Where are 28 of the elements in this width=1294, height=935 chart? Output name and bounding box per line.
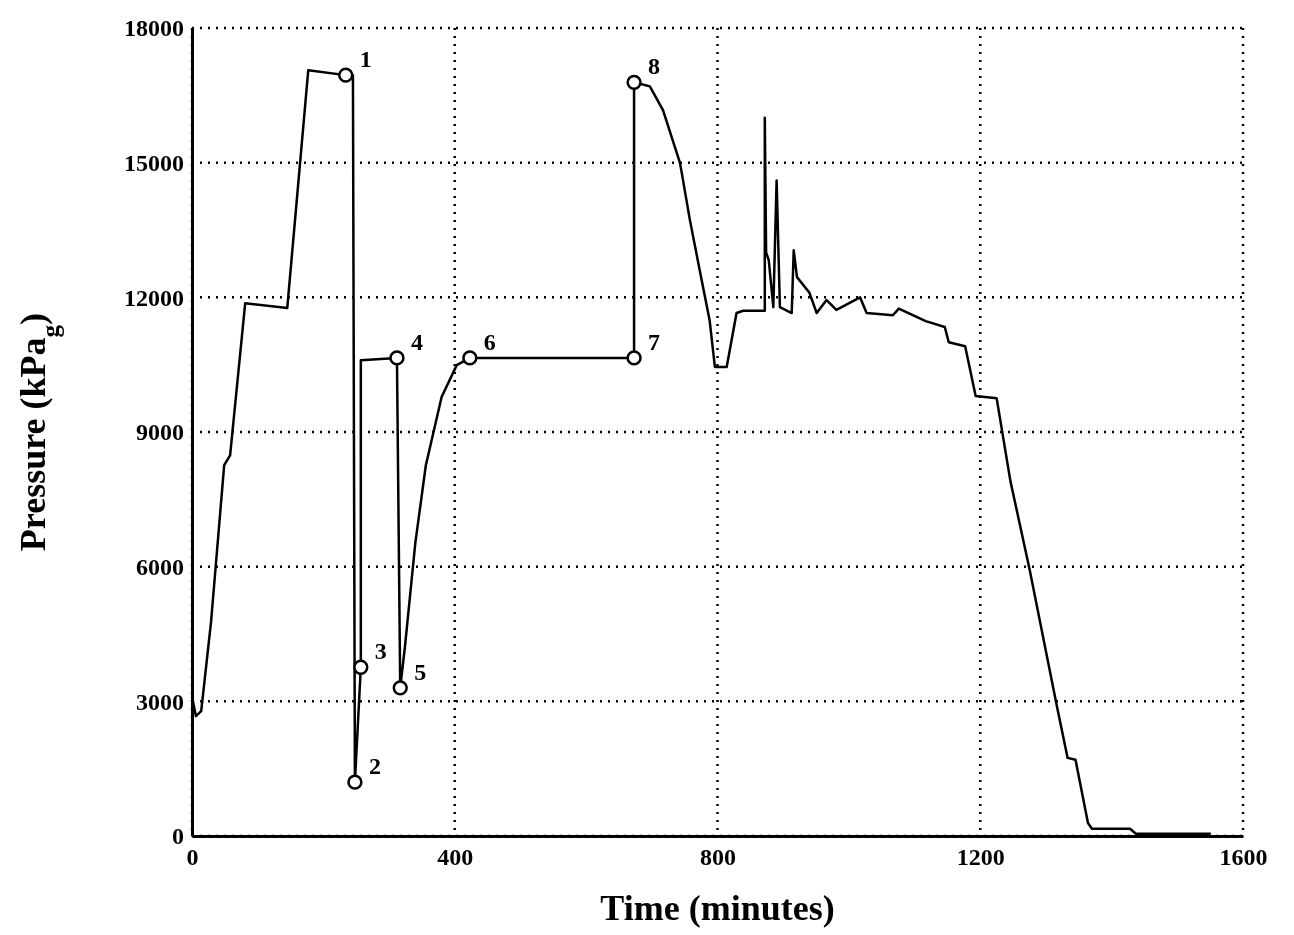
point <box>462 350 478 366</box>
y-tick-label: 3000 <box>136 688 184 715</box>
x-axis-title: Time (minutes) <box>600 888 835 928</box>
annotation: 8 <box>648 53 661 80</box>
y-tick-label: 12000 <box>124 284 184 311</box>
point <box>347 774 363 790</box>
x-tick-label: 1600 <box>1219 844 1268 871</box>
point <box>626 350 642 366</box>
y-tick-label: 9000 <box>136 419 184 446</box>
annotation: 3 <box>374 638 387 665</box>
annotation: 1 <box>359 46 372 73</box>
y-tick-label: 0 <box>172 823 184 850</box>
annotation: 2 <box>368 753 381 780</box>
point <box>389 350 405 366</box>
point <box>338 67 354 83</box>
y-tick-label: 18000 <box>124 15 184 42</box>
annotation: 5 <box>414 658 427 685</box>
point <box>626 74 642 90</box>
x-tick-label: 800 <box>700 844 736 871</box>
annotation: 7 <box>648 328 661 355</box>
annotation: 6 <box>483 328 496 355</box>
x-tick-label: 1200 <box>956 844 1005 871</box>
y-tick-label: 6000 <box>136 553 184 580</box>
x-tick-label: 400 <box>437 844 474 871</box>
annotation: 4 <box>410 328 423 355</box>
point <box>353 659 369 675</box>
y-tick-label: 15000 <box>124 149 184 176</box>
point <box>392 680 408 696</box>
